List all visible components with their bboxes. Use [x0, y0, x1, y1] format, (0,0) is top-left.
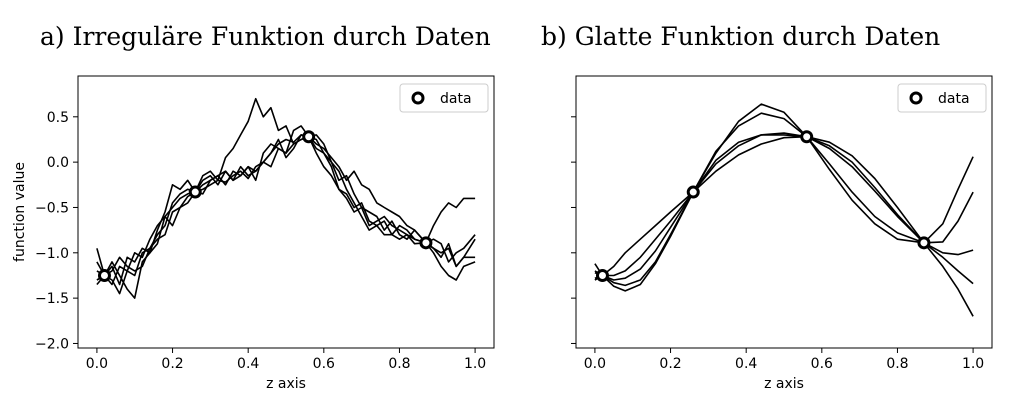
- data-point-2: [188, 185, 202, 199]
- data-point-4: [917, 236, 931, 250]
- plot-frame: [77, 75, 495, 349]
- x-tick-label: 0.8: [388, 356, 410, 372]
- data-point-1: [97, 268, 111, 282]
- x-tick-label: 0.4: [237, 356, 259, 372]
- x-tick-label: 0.2: [659, 356, 681, 372]
- series-line-3: [594, 112, 974, 292]
- series-line-1: [594, 135, 974, 317]
- data-point-1: [595, 268, 609, 282]
- x-tick-label: 1.0: [962, 356, 984, 372]
- y-axis-label: function value: [12, 162, 28, 262]
- legend-box: [897, 83, 987, 113]
- series-line-2: [96, 134, 476, 295]
- x-tick-label: 0.6: [313, 356, 335, 372]
- legend-marker: [411, 91, 425, 105]
- series-line-5: [594, 134, 974, 285]
- plot-frame: [575, 75, 993, 349]
- x-tick-label: 0.4: [735, 356, 757, 372]
- legend-label: data: [938, 91, 970, 107]
- x-tick-label: 0.2: [161, 356, 183, 372]
- y-tick-label: 0.5: [47, 110, 69, 126]
- y-tick-label: 0.0: [47, 155, 69, 171]
- y-tick-label: −1.5: [35, 291, 69, 307]
- x-tick-label: 0.0: [86, 356, 108, 372]
- x-tick-label: 0.0: [584, 356, 606, 372]
- x-tick-label: 0.6: [811, 356, 833, 372]
- x-axis-label: z axis: [764, 376, 804, 392]
- legend-label: data: [440, 91, 472, 107]
- y-tick-label: −0.5: [35, 200, 69, 216]
- chart-title-b: b) Glatte Funktion durch Daten: [541, 22, 941, 51]
- x-tick-label: 0.8: [886, 356, 908, 372]
- chart-b: 0.0 0.2 0.4 0.6 0.8 1.0 z axis data: [571, 75, 993, 392]
- legend-marker: [909, 91, 923, 105]
- chart-a: 0.0 0.2 0.4 0.6 0.8 1.0 −2.0 −1.5 −1.0 −0.5 0.0 0.5…: [12, 75, 495, 392]
- series-line-1: [96, 97, 476, 286]
- legend-box: [399, 83, 489, 113]
- data-point-4: [419, 236, 433, 250]
- data-point-2: [686, 185, 700, 199]
- y-tick-label: −1.0: [35, 246, 69, 262]
- data-point-3: [302, 130, 316, 144]
- data-point-3: [800, 130, 814, 144]
- x-axis-label: z axis: [266, 376, 306, 392]
- y-tick-label: −2.0: [35, 336, 69, 352]
- series-line-2: [594, 103, 974, 287]
- chart-title-a: a) Irreguläre Funktion durch Daten: [40, 22, 491, 51]
- series-line-5: [96, 125, 476, 277]
- x-tick-label: 1.0: [464, 356, 486, 372]
- series-line-3: [96, 134, 476, 299]
